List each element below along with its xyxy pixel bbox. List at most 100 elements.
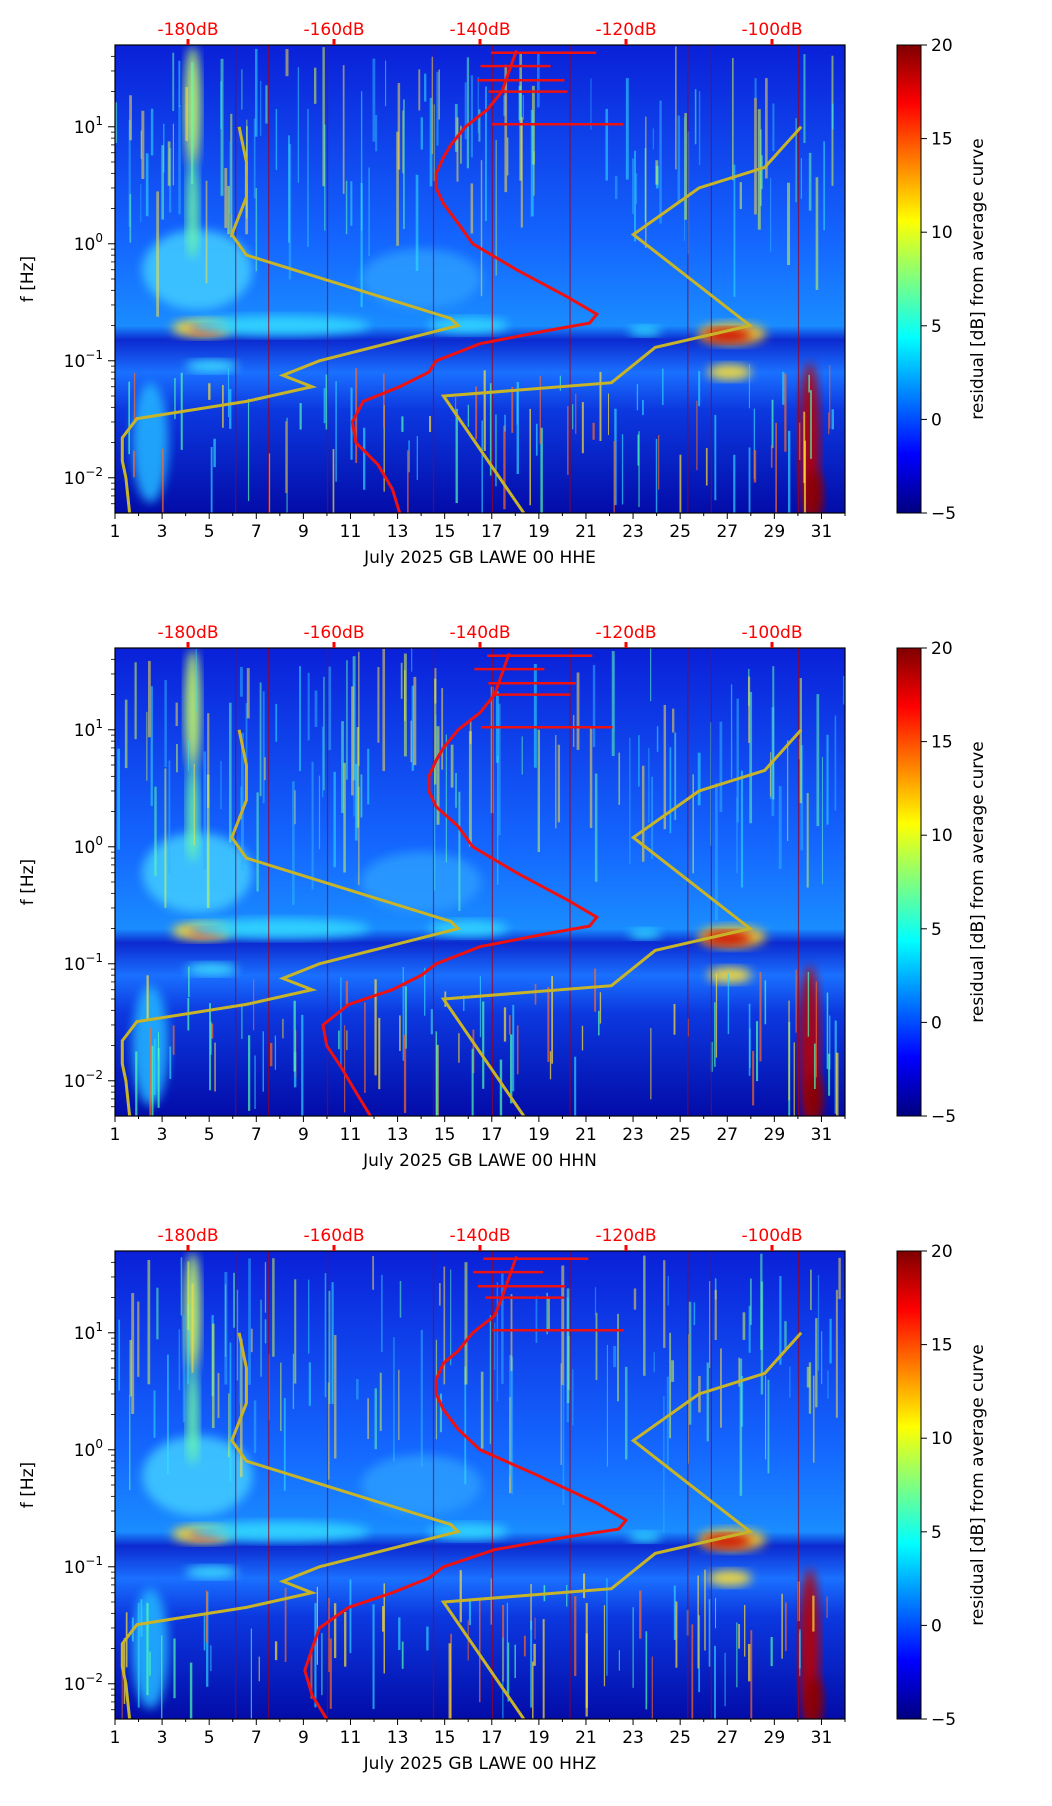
residual-blob: [805, 1676, 824, 1719]
data-gap-line: [710, 648, 712, 1116]
event-streak: [321, 726, 324, 798]
event-streak: [193, 763, 195, 846]
event-streak: [439, 1393, 443, 1433]
event-streak: [458, 1033, 460, 1063]
event-streak: [750, 1630, 753, 1719]
event-streak: [835, 1289, 838, 1418]
data-gap-line: [432, 648, 435, 1116]
event-streak: [808, 1362, 812, 1414]
event-streak: [383, 1583, 386, 1674]
y-tick-exponent: −2: [85, 465, 103, 479]
event-streak: [793, 1042, 795, 1116]
event-streak: [323, 676, 325, 791]
event-streak: [826, 1596, 828, 1618]
event-streak: [227, 368, 230, 418]
event-streak: [346, 660, 348, 780]
residual-blob: [707, 967, 752, 984]
event-streak: [706, 1362, 709, 1442]
event-streak: [274, 1641, 278, 1661]
event-streak: [262, 1031, 264, 1092]
event-streak: [345, 980, 349, 1007]
y-tick-base: 10: [74, 235, 96, 255]
event-streak: [172, 1025, 175, 1055]
event-streak: [637, 434, 640, 466]
event-streak: [358, 786, 360, 886]
event-streak: [506, 137, 509, 176]
x-tick-label: 21: [575, 522, 597, 542]
event-streak: [567, 406, 569, 475]
y-tick-exponent: 1: [95, 717, 103, 731]
event-streak: [438, 1283, 441, 1306]
residual-blob: [186, 158, 199, 259]
event-streak: [443, 1266, 446, 1385]
event-streak: [260, 1299, 262, 1377]
event-streak: [178, 1329, 181, 1391]
event-streak: [585, 1633, 588, 1717]
x-tick-label: 1: [110, 1728, 121, 1748]
event-streak: [380, 1274, 383, 1353]
x-tick-label: 9: [298, 1125, 309, 1145]
event-streak: [651, 1656, 653, 1719]
residual-blob: [628, 325, 661, 336]
x-tick-label: 27: [716, 1125, 738, 1145]
x-tick-label: 21: [575, 1125, 597, 1145]
x-tick-label: 31: [811, 1125, 833, 1145]
x-tick-label: 19: [528, 522, 550, 542]
event-streak: [150, 108, 154, 156]
y-tick-label: 100: [74, 231, 103, 255]
event-streak: [632, 1607, 634, 1688]
event-streak: [436, 1044, 439, 1116]
event-streak: [149, 1027, 152, 1116]
event-streak: [733, 164, 736, 297]
event-streak: [632, 158, 634, 214]
high-noise-model-line: [440, 728, 803, 1116]
residual-blob: [703, 931, 752, 946]
event-streak: [140, 1599, 143, 1637]
event-streak: [748, 1643, 751, 1682]
event-streak: [675, 1601, 678, 1668]
event-streak: [344, 1025, 346, 1113]
event-streak: [649, 648, 652, 702]
event-streak: [229, 141, 233, 215]
event-streak: [739, 1358, 743, 1496]
db-tick-label: -140dB: [449, 20, 510, 40]
event-streak: [714, 415, 717, 501]
db-tick-label: -160dB: [303, 1226, 364, 1246]
event-streak: [503, 1007, 507, 1042]
data-gap-line: [268, 45, 270, 513]
event-streak: [634, 150, 636, 242]
event-streak: [581, 402, 584, 454]
y-tick-label: 10−1: [64, 348, 103, 372]
event-streak: [253, 118, 256, 199]
event-streak: [715, 1597, 717, 1629]
event-streak: [285, 49, 289, 77]
residual-blob: [805, 1073, 824, 1116]
event-streak: [140, 130, 142, 159]
event-streak: [770, 445, 773, 468]
event-streak: [413, 676, 417, 766]
x-tick-label: 9: [298, 522, 309, 542]
x-tick-label: 3: [157, 522, 168, 542]
data-gap-line: [268, 1251, 270, 1719]
residual-blob: [628, 1531, 661, 1542]
x-tick-label: 13: [387, 522, 409, 542]
event-streak: [185, 87, 189, 142]
event-streak: [542, 1619, 545, 1719]
x-tick-label: 29: [764, 1125, 786, 1145]
event-streak: [403, 1034, 407, 1113]
event-streak: [280, 1362, 282, 1432]
event-streak: [250, 1628, 252, 1719]
event-streak: [808, 374, 810, 393]
event-streak: [410, 720, 413, 763]
event-streak: [321, 1633, 323, 1696]
event-streak: [454, 103, 458, 152]
event-streak: [375, 115, 378, 152]
event-streak: [784, 373, 787, 452]
db-tick-label: -140dB: [449, 1226, 510, 1246]
colorbar-tick-label: 10: [931, 826, 953, 846]
event-streak: [286, 417, 288, 513]
event-streak: [167, 1354, 169, 1475]
event-streak: [153, 1390, 156, 1438]
event-streak: [795, 118, 797, 203]
